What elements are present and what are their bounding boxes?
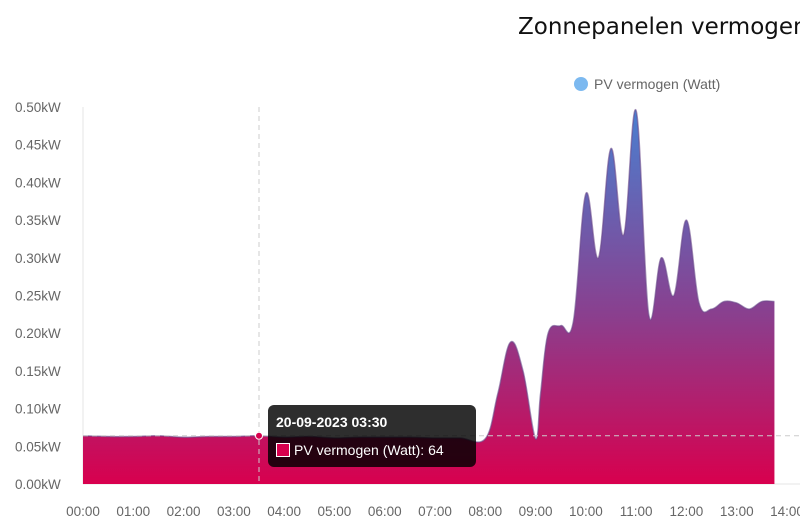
x-tick-label: 09:00 <box>519 504 553 519</box>
y-tick-label: 0.20kW <box>15 326 61 341</box>
x-tick-label: 05:00 <box>318 504 352 519</box>
x-tick-label: 14:00 <box>770 504 800 519</box>
chart-title: Zonnepanelen vermogen <box>518 14 800 40</box>
tooltip-text: PV vermogen (Watt): 64 <box>294 442 444 458</box>
tooltip-title: 20-09-2023 03:30 <box>276 414 388 430</box>
y-tick-label: 0.10kW <box>15 402 61 417</box>
y-tick-label: 0.50kW <box>15 100 61 115</box>
y-tick-label: 0.25kW <box>15 289 61 304</box>
x-tick-label: 13:00 <box>720 504 754 519</box>
x-tick-label: 12:00 <box>670 504 704 519</box>
y-tick-label: 0.15kW <box>15 364 61 379</box>
x-tick-label: 03:00 <box>217 504 251 519</box>
x-tick-label: 07:00 <box>418 504 452 519</box>
x-tick-label: 04:00 <box>267 504 301 519</box>
x-tick-label: 10:00 <box>569 504 603 519</box>
series-area[interactable] <box>83 109 775 484</box>
x-tick-label: 01:00 <box>116 504 150 519</box>
y-tick-label: 0.00kW <box>15 477 61 492</box>
y-tick-label: 0.45kW <box>15 138 61 153</box>
x-tick-label: 11:00 <box>620 504 653 519</box>
y-tick-label: 0.40kW <box>15 175 61 190</box>
y-tick-label: 0.35kW <box>15 213 61 228</box>
legend-label: PV vermogen (Watt) <box>594 76 721 92</box>
tooltip: 20-09-2023 03:30 PV vermogen (Watt): 64 <box>268 405 476 467</box>
x-tick-label: 00:00 <box>66 504 100 519</box>
legend-dot-icon <box>574 77 588 91</box>
x-tick-label: 06:00 <box>368 504 402 519</box>
hover-point <box>255 431 263 440</box>
y-tick-label: 0.05kW <box>15 439 61 454</box>
x-tick-label: 08:00 <box>468 504 502 519</box>
x-tick-label: 02:00 <box>167 504 201 519</box>
y-tick-label: 0.30kW <box>15 251 61 266</box>
tooltip-swatch-icon <box>276 443 290 457</box>
legend[interactable]: PV vermogen (Watt) <box>574 76 720 92</box>
tooltip-body: PV vermogen (Watt): 64 <box>276 442 444 458</box>
